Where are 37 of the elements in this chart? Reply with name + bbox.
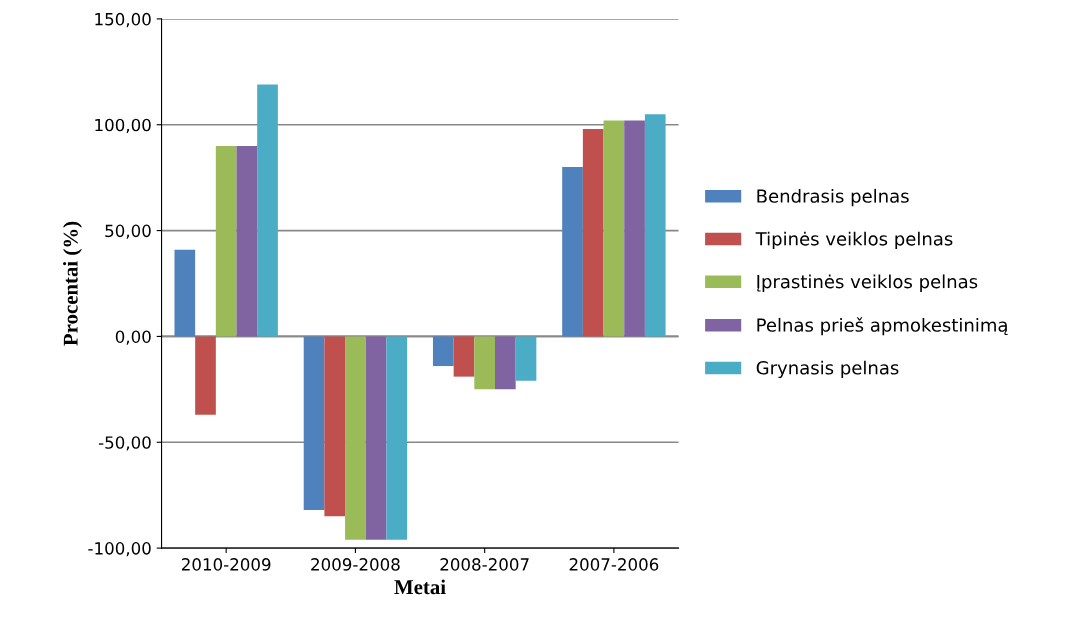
x-tick-label: 2008-2007	[440, 558, 529, 571]
bar	[562, 167, 583, 337]
x-axis-title: Metai	[394, 579, 446, 595]
y-tick-label: 50,00	[105, 224, 151, 239]
bar	[603, 120, 625, 337]
y-tick-label: 100,00	[95, 118, 151, 134]
bar	[515, 336, 537, 381]
bar	[174, 249, 196, 337]
bar	[432, 336, 454, 367]
bar	[386, 336, 408, 540]
bar	[257, 84, 278, 337]
legend-label: Įprastinės veiklos pelnas	[757, 274, 978, 292]
bar	[644, 114, 666, 337]
y-tick-label: -50,00	[98, 436, 151, 451]
y-tick-label: -100,00	[88, 542, 151, 557]
bar	[215, 145, 237, 337]
legend-label: Pelnas prieš apmokestinimą	[757, 317, 1008, 336]
legend-label: Tipinės veiklos pelnas	[755, 231, 953, 250]
legend-label: Bendrasis pelnas	[757, 188, 909, 207]
bar	[582, 128, 604, 337]
x-tick-label: 2009-2008	[311, 558, 400, 571]
bar	[195, 336, 216, 415]
bar	[324, 336, 346, 517]
y-axis-title: Procentai (%)	[63, 221, 82, 346]
bar	[345, 336, 366, 540]
bar	[303, 336, 325, 510]
y-tick-label: 150,00	[95, 12, 151, 28]
y-tick-label: 0,00	[115, 330, 151, 345]
bar	[494, 336, 516, 390]
x-tick-label: 2010-2009	[181, 558, 271, 571]
x-tick-label: 2007-2006	[569, 558, 659, 571]
bar	[236, 145, 258, 337]
bar	[365, 336, 387, 540]
legend-label: Grynasis pelnas	[756, 360, 899, 379]
bar	[474, 336, 495, 390]
bar	[624, 120, 645, 337]
bar	[453, 336, 475, 377]
